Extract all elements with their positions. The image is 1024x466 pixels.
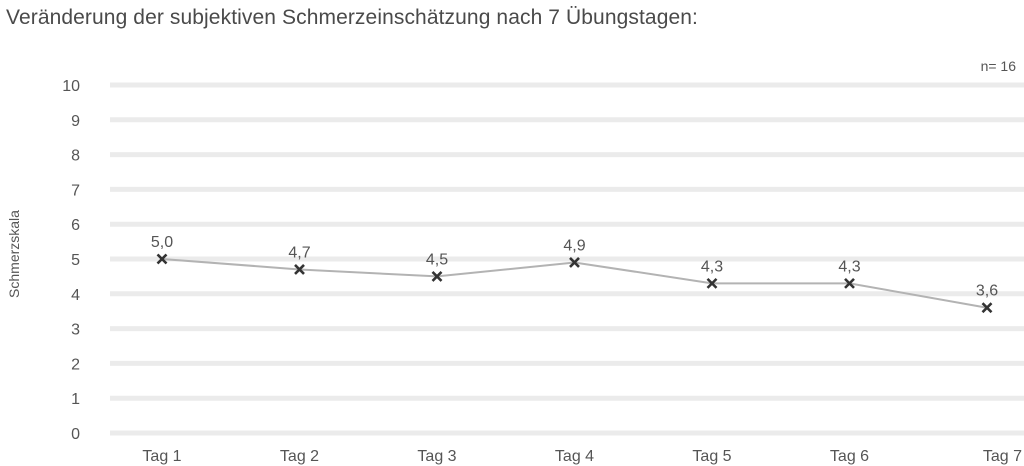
sample-size-label: n= 16 — [980, 58, 1016, 74]
x-tick-label: Tag 5 — [692, 448, 731, 465]
gridlines — [110, 82, 1024, 436]
data-point-marker — [156, 253, 168, 265]
data-label: 4,7 — [288, 244, 310, 261]
y-tick-label: 7 — [71, 182, 80, 199]
y-axis-ticks: 0 1 2 3 4 5 6 7 8 9 10 — [62, 78, 80, 443]
data-label: 5,0 — [151, 234, 173, 251]
y-tick-label: 6 — [71, 217, 80, 234]
data-point-marker — [294, 264, 305, 275]
data-label: 4,9 — [563, 237, 585, 254]
data-point-marker — [706, 277, 718, 289]
data-point-marker — [431, 270, 443, 282]
y-tick-label: 5 — [71, 252, 80, 269]
x-tick-label: Tag 2 — [280, 448, 319, 465]
data-label: 3,6 — [976, 283, 998, 300]
data-point-marker — [569, 257, 580, 268]
x-axis-ticks: Tag 1 Tag 2 Tag 3 Tag 4 Tag 5 Tag 6 Tag 7 — [142, 448, 1022, 465]
y-tick-label: 3 — [71, 322, 80, 339]
y-tick-label: 9 — [71, 113, 80, 130]
x-tick-label: Tag 7 — [983, 448, 1022, 465]
x-tick-label: Tag 3 — [417, 448, 456, 465]
y-tick-label: 0 — [71, 426, 80, 443]
data-label: 4,5 — [426, 251, 448, 268]
series-line-group: 5,0 4,7 4,5 4,9 4,3 4,3 3,6 — [151, 234, 998, 314]
data-point-marker — [981, 302, 993, 314]
chart-title: Veränderung der subjektiven Schmerzeinsc… — [6, 6, 698, 29]
x-tick-label: Tag 6 — [830, 448, 869, 465]
data-label: 4,3 — [838, 258, 860, 275]
series-line — [161, 258, 988, 309]
x-tick-label: Tag 1 — [142, 448, 181, 465]
y-tick-label: 1 — [71, 391, 80, 408]
y-tick-label: 2 — [71, 356, 80, 373]
y-tick-label: 8 — [71, 148, 80, 165]
data-point-marker — [844, 277, 855, 289]
x-tick-label: Tag 4 — [555, 448, 594, 465]
y-tick-label: 4 — [71, 287, 80, 304]
data-label: 4,3 — [701, 258, 723, 275]
y-tick-label: 10 — [62, 78, 80, 95]
